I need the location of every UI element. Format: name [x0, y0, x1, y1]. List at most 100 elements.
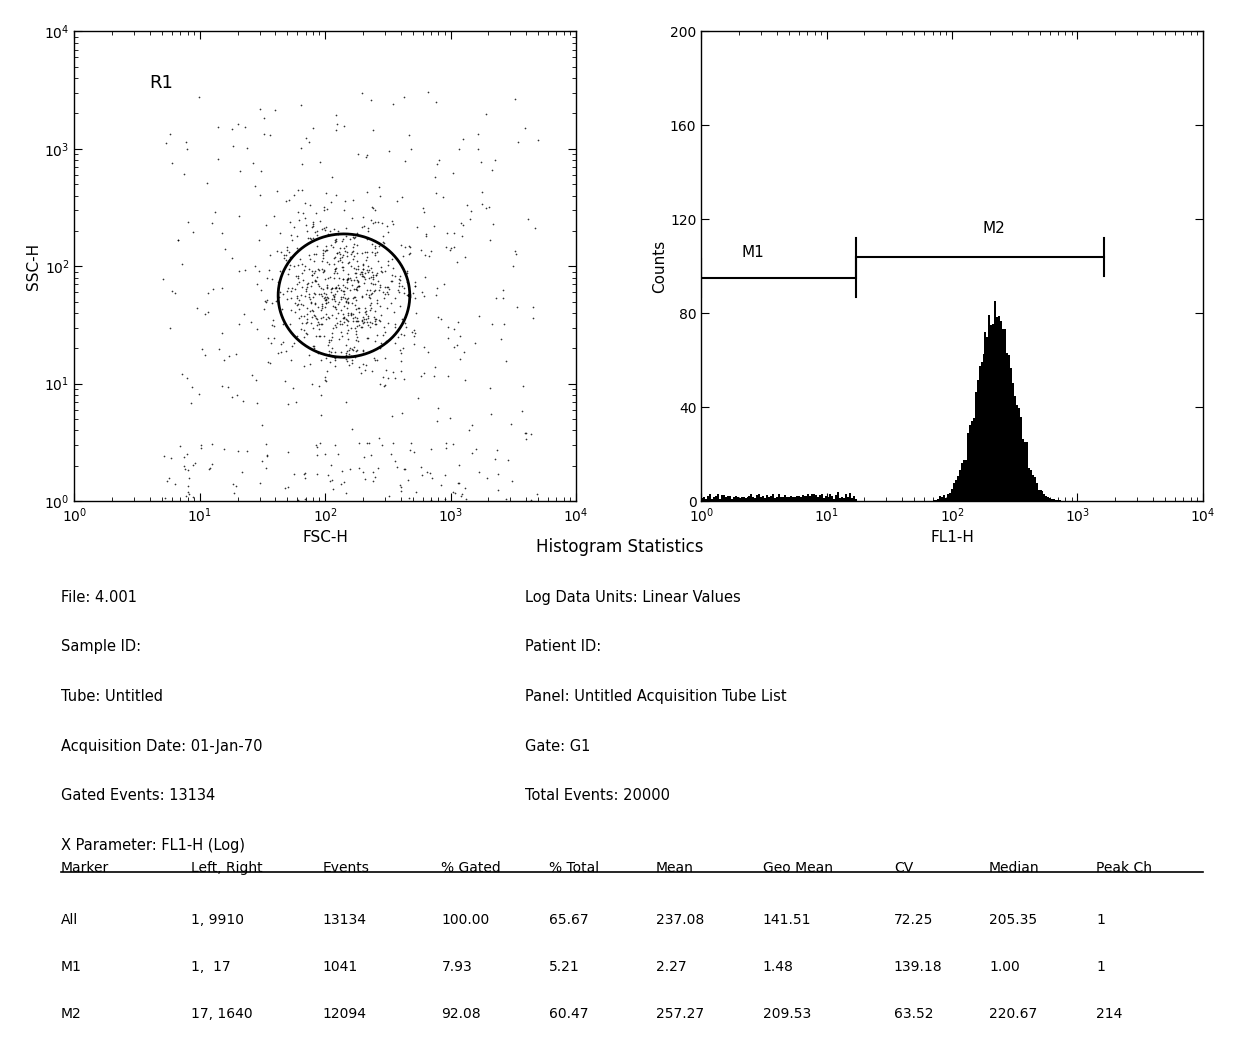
Point: [279, 280, 299, 296]
Point: [305, 308, 325, 325]
Text: 1: 1: [1096, 960, 1105, 974]
Point: [311, 279, 331, 295]
Point: [357, 282, 377, 299]
Point: [325, 280, 345, 296]
Point: [469, 308, 489, 325]
Point: [336, 228, 356, 244]
Point: [305, 294, 325, 311]
Point: [347, 282, 367, 299]
Bar: [1001, 322, 1002, 501]
Bar: [739, 498, 740, 501]
Point: [325, 316, 345, 333]
Point: [255, 217, 275, 234]
Text: File: 4.001: File: 4.001: [61, 590, 136, 604]
Point: [202, 215, 222, 232]
Point: [476, 200, 496, 217]
Point: [440, 409, 460, 426]
Point: [391, 326, 410, 342]
Point: [267, 242, 286, 259]
Point: [324, 239, 343, 256]
Point: [337, 300, 357, 316]
Text: % Total: % Total: [548, 861, 599, 875]
Bar: [1059, 500, 1061, 501]
Point: [329, 446, 348, 462]
Point: [419, 247, 439, 264]
Point: [316, 241, 336, 258]
Point: [332, 259, 352, 276]
Point: [428, 400, 448, 417]
Point: [340, 281, 360, 298]
Point: [170, 437, 190, 454]
Point: [346, 301, 366, 317]
Point: [308, 447, 327, 464]
Bar: [1032, 475, 1034, 501]
Point: [405, 274, 425, 290]
Point: [315, 291, 335, 308]
Point: [353, 256, 373, 272]
Point: [317, 467, 337, 483]
Bar: [729, 496, 730, 501]
Text: Marker: Marker: [61, 861, 109, 875]
Point: [312, 253, 332, 269]
Point: [316, 306, 336, 323]
Point: [365, 311, 384, 328]
Point: [356, 286, 376, 303]
Point: [339, 331, 358, 348]
Point: [291, 279, 311, 295]
Bar: [823, 498, 825, 501]
Point: [393, 461, 413, 478]
Point: [325, 351, 345, 367]
Point: [339, 346, 358, 362]
Point: [295, 210, 315, 227]
Point: [449, 141, 469, 158]
Point: [402, 324, 422, 340]
Text: 2.27: 2.27: [656, 960, 686, 974]
Bar: [753, 497, 754, 501]
Point: [389, 342, 409, 359]
Point: [300, 302, 320, 318]
Point: [448, 254, 467, 270]
Bar: [1044, 495, 1045, 501]
Point: [371, 334, 391, 351]
Point: [494, 282, 513, 299]
Point: [350, 359, 370, 376]
Point: [401, 289, 420, 306]
Point: [340, 269, 360, 286]
Point: [335, 310, 355, 327]
Point: [322, 471, 342, 488]
Text: M2: M2: [982, 221, 1004, 236]
Text: 13134: 13134: [322, 914, 366, 927]
Text: Panel: Untitled Acquisition Tube List: Panel: Untitled Acquisition Tube List: [525, 689, 786, 704]
Point: [454, 345, 474, 361]
Point: [304, 306, 324, 323]
Point: [366, 266, 386, 283]
Point: [494, 290, 513, 307]
Point: [346, 313, 366, 330]
Text: 60.47: 60.47: [548, 1007, 588, 1021]
Point: [386, 334, 405, 351]
Text: 1.48: 1.48: [763, 960, 794, 974]
Point: [303, 303, 322, 319]
Bar: [773, 494, 774, 501]
Point: [341, 306, 361, 323]
Text: M2: M2: [61, 1007, 82, 1021]
Point: [330, 252, 350, 268]
Point: [347, 253, 367, 269]
Point: [435, 491, 455, 507]
Point: [392, 353, 412, 370]
Point: [363, 350, 383, 366]
Point: [316, 238, 336, 255]
Point: [339, 255, 358, 271]
Text: % Gated: % Gated: [441, 861, 501, 875]
Point: [304, 337, 324, 354]
Bar: [727, 496, 729, 501]
Point: [506, 245, 526, 262]
Text: Median: Median: [990, 861, 1039, 875]
Point: [347, 272, 367, 289]
Point: [370, 312, 389, 329]
Bar: [1019, 417, 1022, 501]
Point: [352, 312, 372, 329]
Point: [336, 351, 356, 367]
Point: [508, 134, 528, 150]
Point: [425, 359, 445, 376]
